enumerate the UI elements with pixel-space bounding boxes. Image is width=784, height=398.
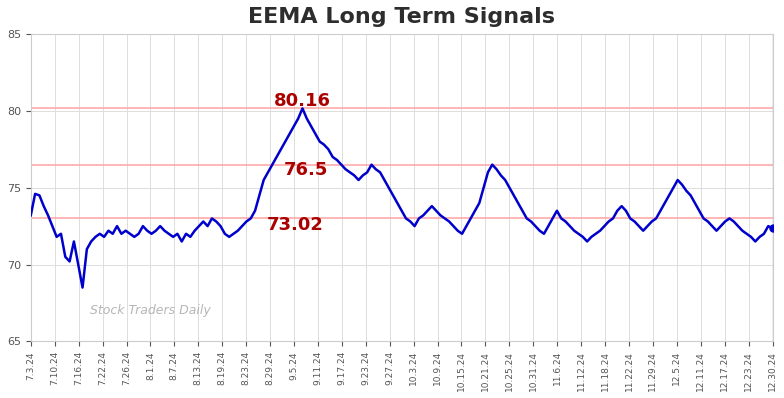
Text: 80.16: 80.16: [274, 92, 331, 110]
Text: 76.5: 76.5: [283, 161, 328, 179]
Text: 73.02: 73.02: [267, 216, 324, 234]
Title: EEMA Long Term Signals: EEMA Long Term Signals: [249, 7, 555, 27]
Text: 72.35: 72.35: [0, 397, 1, 398]
Text: 16:00: 16:00: [0, 397, 1, 398]
Text: Stock Traders Daily: Stock Traders Daily: [90, 304, 211, 317]
